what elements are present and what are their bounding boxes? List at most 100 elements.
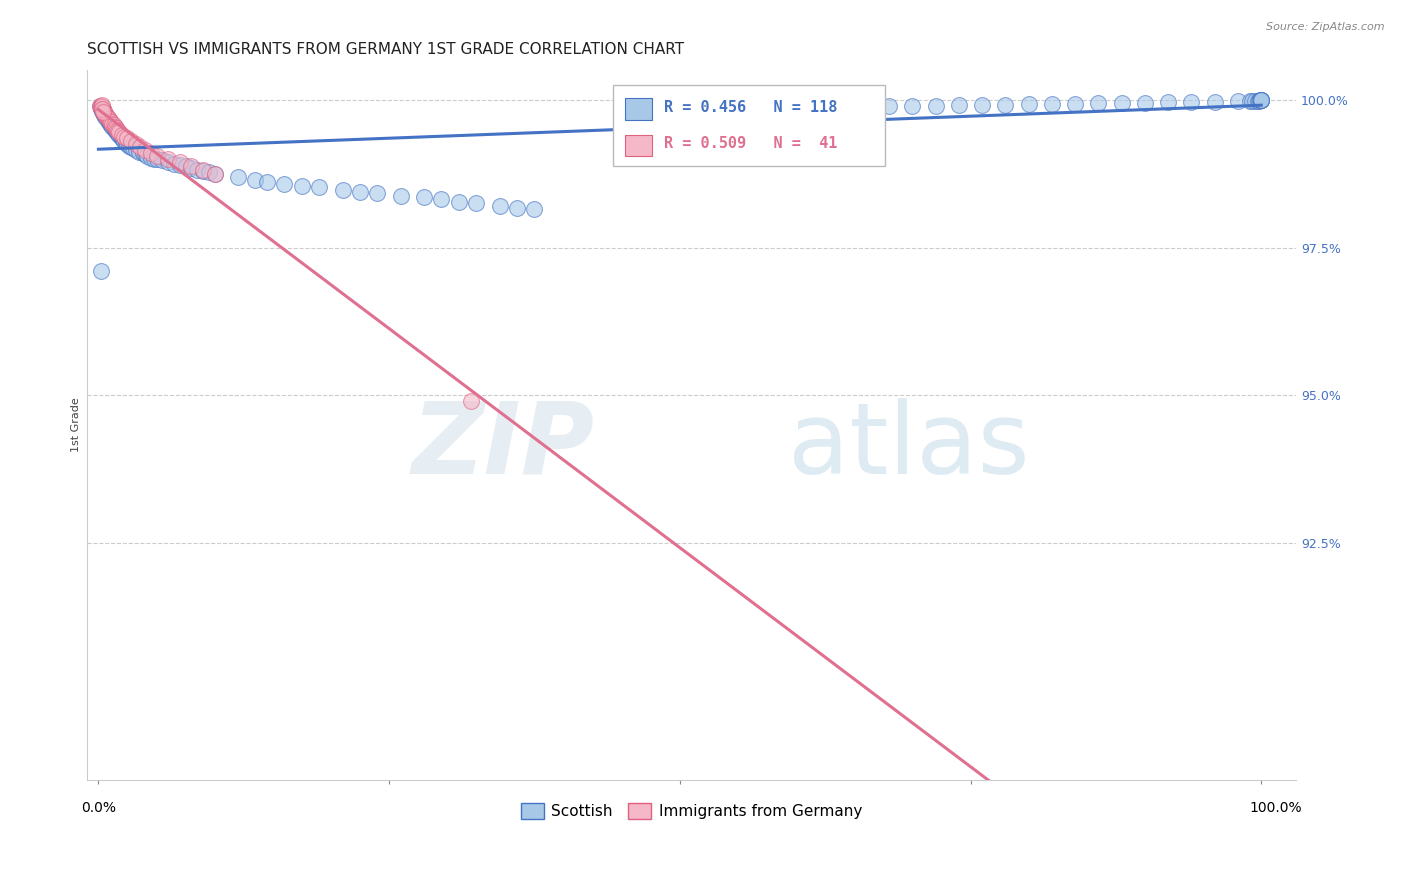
Point xyxy=(366,186,388,201)
Point xyxy=(104,120,127,134)
Bar xyxy=(613,85,884,166)
Point xyxy=(134,143,156,157)
Point xyxy=(163,157,186,171)
Point xyxy=(96,110,118,124)
Point xyxy=(226,169,249,184)
Point xyxy=(136,149,159,163)
Point xyxy=(134,147,156,161)
Point xyxy=(94,110,117,124)
Point xyxy=(157,155,180,169)
Point xyxy=(131,146,153,161)
Point xyxy=(108,126,131,140)
Point xyxy=(1204,95,1226,109)
Point xyxy=(1226,94,1249,108)
Point xyxy=(1247,94,1270,108)
Point xyxy=(90,100,112,114)
Text: 0.0%: 0.0% xyxy=(80,801,115,815)
Point xyxy=(101,118,124,132)
Text: R = 0.456   N = 118: R = 0.456 N = 118 xyxy=(664,101,837,115)
Point xyxy=(855,100,877,114)
Point xyxy=(98,113,121,128)
Point xyxy=(93,106,115,120)
Point xyxy=(91,103,114,118)
Point xyxy=(90,97,112,112)
Point xyxy=(191,162,214,177)
Point xyxy=(1250,93,1272,107)
Point xyxy=(349,185,371,199)
Point xyxy=(94,106,117,120)
Point xyxy=(773,103,796,117)
Point xyxy=(145,149,167,163)
Point xyxy=(118,139,141,153)
Point xyxy=(91,106,114,120)
Point xyxy=(90,102,112,116)
Point xyxy=(103,121,125,136)
Point xyxy=(103,118,125,132)
Point xyxy=(97,113,120,128)
Point xyxy=(994,97,1017,112)
Point xyxy=(97,112,120,126)
Point xyxy=(96,111,118,125)
Point xyxy=(610,106,633,120)
Point xyxy=(97,111,120,125)
Point xyxy=(108,128,131,143)
Point xyxy=(1040,97,1063,112)
Point xyxy=(115,136,138,150)
Point xyxy=(180,161,202,175)
Point xyxy=(145,152,167,166)
Point xyxy=(128,145,150,159)
Point xyxy=(972,97,994,112)
Point xyxy=(169,155,191,169)
Point xyxy=(98,117,121,131)
Point xyxy=(122,141,145,155)
Point xyxy=(924,99,946,113)
Point xyxy=(91,102,114,116)
Point xyxy=(174,159,197,173)
Point xyxy=(90,102,112,116)
Point xyxy=(124,137,146,152)
Text: Source: ZipAtlas.com: Source: ZipAtlas.com xyxy=(1267,22,1385,32)
Bar xyxy=(624,135,651,156)
Point xyxy=(1240,94,1263,108)
Point xyxy=(877,99,900,113)
Point xyxy=(948,97,970,112)
Point xyxy=(105,122,128,136)
Point xyxy=(143,152,166,166)
Point xyxy=(430,192,453,206)
Text: 100.0%: 100.0% xyxy=(1250,801,1302,815)
Point xyxy=(204,167,226,181)
Point xyxy=(669,103,692,118)
Point xyxy=(120,140,142,154)
Point xyxy=(111,133,134,147)
Point xyxy=(1250,93,1272,107)
Point xyxy=(645,104,668,119)
Text: atlas: atlas xyxy=(789,398,1029,495)
Point xyxy=(198,165,221,179)
Point xyxy=(97,112,120,126)
Point xyxy=(1180,95,1202,110)
Point xyxy=(117,131,139,145)
Point xyxy=(1244,94,1267,108)
Point xyxy=(447,194,470,209)
Point xyxy=(107,128,129,142)
Point xyxy=(808,102,831,116)
Point xyxy=(90,102,112,116)
Point xyxy=(104,122,127,136)
Point xyxy=(104,121,127,136)
Point xyxy=(91,102,114,116)
Point xyxy=(91,104,114,119)
Point xyxy=(139,146,162,161)
Point xyxy=(98,115,121,129)
Point xyxy=(703,103,725,118)
Point xyxy=(738,103,761,117)
Point xyxy=(1249,93,1271,107)
Text: R = 0.509   N =  41: R = 0.509 N = 41 xyxy=(664,136,837,151)
Point xyxy=(129,140,152,154)
Point xyxy=(93,104,115,119)
Point xyxy=(191,164,214,178)
Point xyxy=(90,264,112,278)
Point xyxy=(94,108,117,122)
Point xyxy=(1018,97,1040,112)
Point xyxy=(105,126,128,140)
Point xyxy=(90,100,112,114)
